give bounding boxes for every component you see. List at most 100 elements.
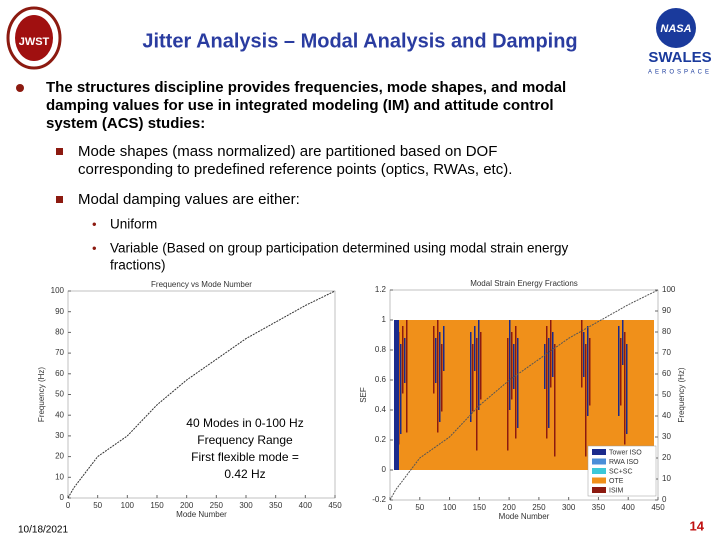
bars-stripe bbox=[589, 338, 591, 406]
y2-tick-label: 100 bbox=[662, 285, 676, 294]
y-tick-label: 20 bbox=[55, 452, 64, 461]
bars-stripe bbox=[515, 326, 517, 439]
x-tick-label: 350 bbox=[269, 501, 283, 510]
bars-stripe bbox=[552, 332, 554, 377]
legend-label: ISIM bbox=[609, 487, 624, 494]
subsub-dot: • bbox=[92, 240, 97, 255]
y-tick-label: 50 bbox=[55, 390, 64, 399]
y2-tick-label: 20 bbox=[662, 453, 671, 462]
x-tick-label: 450 bbox=[328, 501, 342, 510]
y2-tick-label: 60 bbox=[662, 369, 671, 378]
bars-stripe bbox=[585, 344, 587, 457]
subsub-text: fractions) bbox=[110, 258, 166, 273]
y-tick-label: 0.6 bbox=[375, 375, 387, 384]
bars-stripe bbox=[544, 344, 546, 389]
bars-stripe bbox=[476, 338, 478, 451]
x-tick-label: 400 bbox=[622, 503, 636, 512]
slide-title: Jitter Analysis – Modal Analysis and Dam… bbox=[142, 30, 577, 52]
y-tick-label: 30 bbox=[55, 431, 64, 440]
x-tick-label: 0 bbox=[66, 501, 71, 510]
footer-date: 10/18/2021 bbox=[18, 525, 68, 536]
y2-tick-label: 80 bbox=[662, 327, 671, 336]
x-tick-label: 50 bbox=[415, 503, 424, 512]
legend-swatch bbox=[592, 487, 606, 493]
bars-stripe bbox=[548, 338, 550, 428]
page-number: 14 bbox=[690, 518, 705, 533]
bars-stripe bbox=[433, 326, 435, 394]
bullet-dot bbox=[16, 84, 24, 92]
logo-text: JWST bbox=[19, 36, 50, 48]
x-tick-label: 200 bbox=[502, 503, 516, 512]
bars-stripe bbox=[511, 332, 513, 400]
x-tick-label: 300 bbox=[239, 501, 253, 510]
legend-swatch bbox=[592, 458, 606, 465]
y-tick-label: 1 bbox=[382, 315, 387, 324]
y2-tick-label: 40 bbox=[662, 411, 671, 420]
chart-title: Modal Strain Energy Fractions bbox=[470, 279, 578, 288]
legend-swatch bbox=[592, 449, 606, 455]
bars-stripe bbox=[441, 344, 443, 412]
bars-stripe bbox=[439, 332, 441, 422]
legend-swatch bbox=[592, 477, 606, 484]
sub-bullet-text: corresponding to predefined reference po… bbox=[78, 161, 512, 178]
bars-stripe bbox=[478, 320, 480, 410]
x-axis-label: Mode Number bbox=[499, 512, 550, 521]
x-axis-label: Mode Number bbox=[176, 510, 227, 519]
bars-stripe bbox=[620, 338, 622, 406]
sub-bullet-square bbox=[56, 196, 63, 203]
bars-stripe bbox=[546, 326, 548, 439]
annotation-text: Frequency Range bbox=[197, 433, 293, 447]
y-axis-label: Frequency (Hz) bbox=[37, 367, 46, 422]
y2-tick-label: 70 bbox=[662, 348, 671, 357]
legend-label: Tower ISO bbox=[609, 449, 642, 456]
bars-stripe bbox=[587, 326, 589, 416]
annotation-box bbox=[172, 410, 320, 482]
x-tick-label: 200 bbox=[180, 501, 194, 510]
y-tick-label: 100 bbox=[51, 286, 65, 295]
x-tick-label: 400 bbox=[299, 501, 313, 510]
x-tick-label: 50 bbox=[93, 501, 102, 510]
sub-bullet-square bbox=[56, 148, 63, 155]
bullet-text: damping values for use in integrated mod… bbox=[46, 97, 554, 114]
y-tick-label: 0 bbox=[60, 493, 65, 502]
bars-stripe bbox=[402, 326, 404, 394]
legend-label: RWA ISO bbox=[609, 459, 639, 466]
y-tick-label: 80 bbox=[55, 328, 64, 337]
annotation-text: 0.42 Hz bbox=[224, 467, 265, 481]
bars-stripe bbox=[470, 332, 472, 422]
frequency-line bbox=[67, 290, 336, 499]
y2-tick-label: 10 bbox=[662, 474, 671, 483]
y-tick-label: 40 bbox=[55, 410, 64, 419]
subsub-text: Variable (Based on group participation d… bbox=[110, 241, 569, 256]
y2-tick-label: 50 bbox=[662, 390, 671, 399]
bars-stripe bbox=[472, 344, 474, 412]
y-tick-label: -0.2 bbox=[372, 495, 386, 504]
annotation-text: First flexible mode = bbox=[191, 450, 299, 464]
legend-label: OTE bbox=[609, 478, 624, 485]
y-tick-label: 90 bbox=[55, 307, 64, 316]
y-tick-label: 70 bbox=[55, 348, 64, 357]
bullet-text: The structures discipline provides frequ… bbox=[46, 79, 566, 96]
jwst-logo: JWST bbox=[6, 6, 62, 70]
bars-stripe bbox=[618, 326, 620, 416]
y-tick-label: 0.2 bbox=[375, 435, 387, 444]
annotation-text: 40 Modes in 0-100 Hz bbox=[186, 416, 303, 430]
legend-label: SC+SC bbox=[609, 468, 633, 475]
chart-title: Frequency vs Mode Number bbox=[151, 280, 252, 289]
x-tick-label: 450 bbox=[651, 503, 665, 512]
bars-stripe bbox=[480, 332, 482, 400]
y-tick-label: 60 bbox=[55, 369, 64, 378]
y2-tick-label: 30 bbox=[662, 432, 671, 441]
x-tick-label: 100 bbox=[443, 503, 457, 512]
x-tick-label: 350 bbox=[592, 503, 606, 512]
y2-axis-label: Frequency (Hz) bbox=[677, 367, 686, 422]
y-axis-label: SEF bbox=[359, 387, 368, 403]
sub-bullet-text: Modal damping values are either: bbox=[78, 191, 300, 208]
nasa-logo: NASA SWALES AEROSPACE bbox=[648, 8, 712, 76]
subsub-text: Uniform bbox=[110, 217, 157, 232]
bars-stripe bbox=[474, 326, 476, 371]
y-tick-label: 10 bbox=[55, 472, 64, 481]
x-tick-label: 250 bbox=[532, 503, 546, 512]
x-tick-label: 100 bbox=[121, 501, 135, 510]
